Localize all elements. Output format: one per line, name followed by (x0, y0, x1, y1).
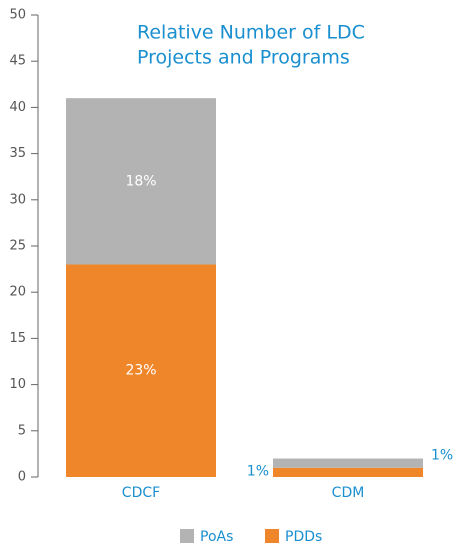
bar-segment (273, 467, 423, 477)
y-tick-label: 0 (18, 470, 26, 485)
value-label: 1% (247, 463, 269, 479)
value-label: 1% (431, 448, 453, 464)
y-tick-label: 30 (9, 192, 26, 207)
bar-segment (66, 98, 216, 265)
bar-segment (66, 264, 216, 477)
chart-title: Projects and Programs (137, 47, 350, 69)
bar-segment (273, 458, 423, 468)
y-tick-label: 40 (9, 100, 26, 115)
y-tick-label: 45 (9, 54, 26, 69)
y-tick-label: 15 (9, 331, 26, 346)
value-label: 18% (125, 173, 156, 189)
y-tick-label: 10 (9, 377, 26, 392)
legend-swatch (180, 529, 194, 543)
y-tick-label: 20 (9, 285, 26, 300)
y-tick-label: 25 (9, 239, 26, 254)
chart-title: Relative Number of LDC (137, 22, 365, 44)
legend-label: PDDs (285, 529, 322, 545)
value-label: 23% (125, 363, 156, 379)
y-tick-label: 50 (9, 8, 26, 23)
y-tick-label: 35 (9, 146, 26, 161)
x-tick-label: CDM (332, 485, 365, 501)
legend-swatch (265, 529, 279, 543)
legend-label: PoAs (200, 529, 233, 545)
y-tick-label: 5 (18, 423, 26, 438)
x-tick-label: CDCF (122, 485, 160, 501)
